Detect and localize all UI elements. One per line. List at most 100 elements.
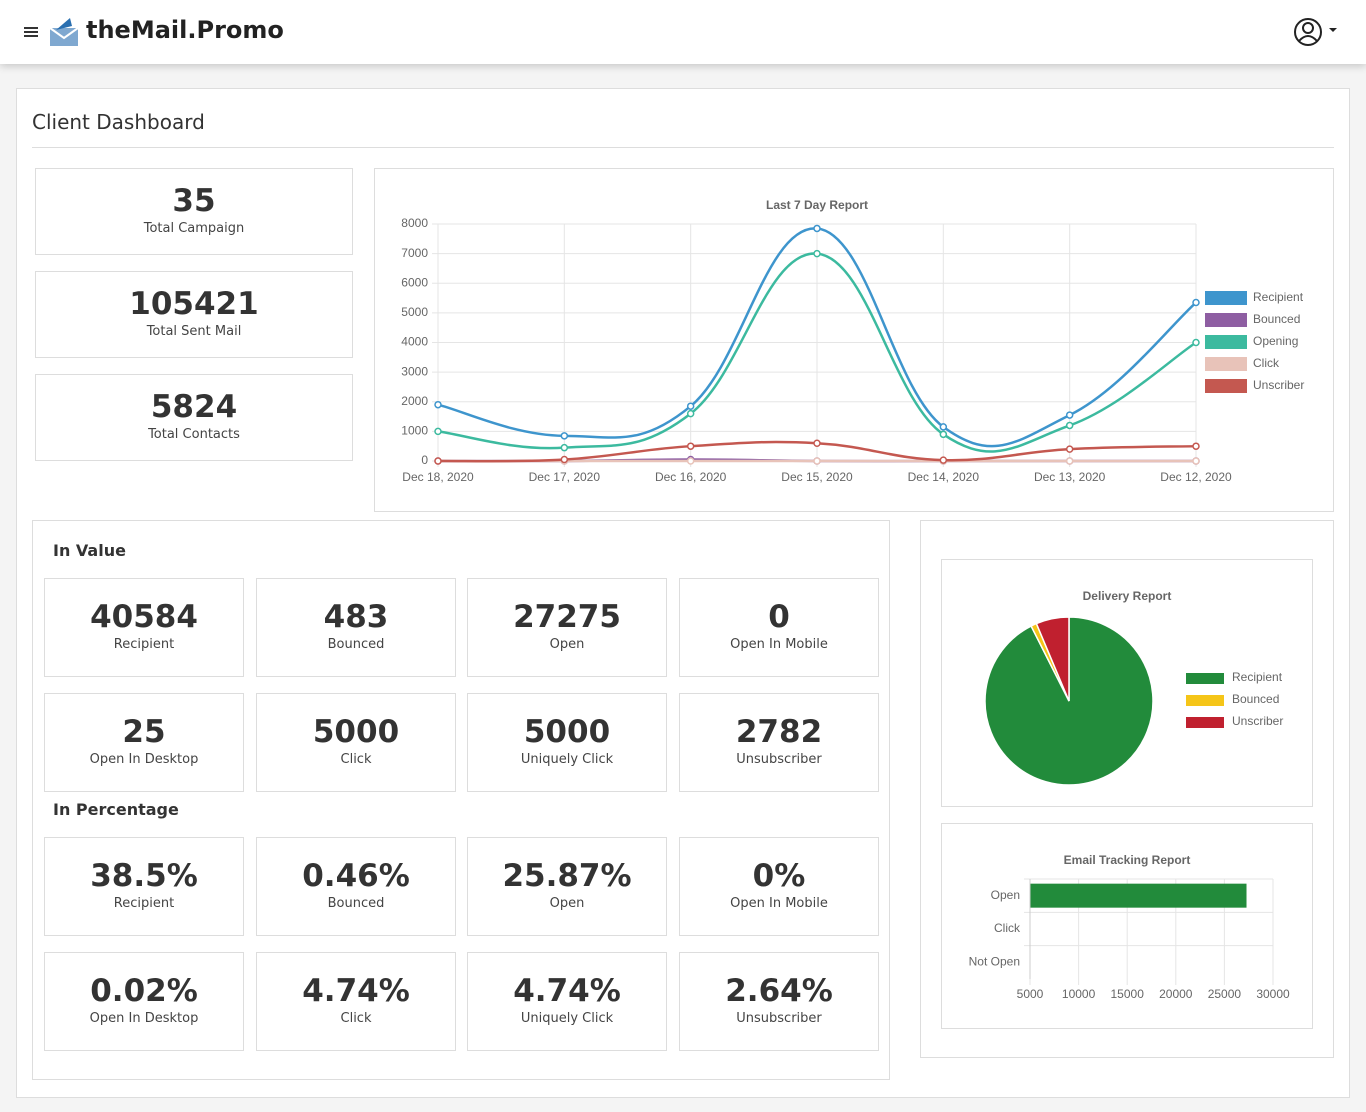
stat-value: 0%	[752, 858, 806, 894]
stat-label: Open In Desktop	[89, 1011, 199, 1026]
summary-card: 5824 Total Contacts	[35, 374, 353, 461]
legend-label: Click	[1253, 356, 1280, 370]
stat-card: 5000 Uniquely Click	[467, 693, 667, 792]
point	[686, 442, 695, 450]
stat-label: Open In Mobile	[730, 896, 828, 911]
stat-card: 5000 Click	[256, 693, 456, 792]
stat-card: 0% Open In Mobile	[679, 837, 879, 936]
chart-title: Email Tracking Report	[1064, 853, 1191, 867]
summary-value: 35	[172, 183, 216, 219]
y-tick-label: 1000	[401, 424, 428, 438]
stat-card: 25 Open In Desktop	[44, 693, 244, 792]
summary-value: 5824	[150, 389, 238, 425]
chart-title: Delivery Report	[1083, 589, 1172, 603]
stat-value: 5000	[312, 714, 400, 750]
legend-label: Recipient	[1232, 670, 1283, 684]
stat-value: 40584	[90, 599, 198, 635]
summary-card: 105421 Total Sent Mail	[35, 271, 353, 358]
legend-swatch	[1186, 673, 1224, 684]
pie-card: Delivery Report Recipient Bounced Unscriber	[941, 559, 1313, 807]
point	[813, 439, 821, 447]
x-tick-label: Dec 14, 2020	[908, 470, 980, 484]
stat-card: 0 Open In Mobile	[679, 578, 879, 677]
legend-label: Bounced	[1232, 692, 1279, 706]
summary-label: Total Contacts	[148, 427, 240, 442]
y-tick-label: 7000	[401, 246, 428, 260]
legend-label: Opening	[1253, 334, 1298, 348]
divider	[32, 147, 1334, 148]
user-menu[interactable]	[1292, 17, 1340, 49]
y-tick-label: Click	[994, 921, 1021, 935]
stat-label: Recipient	[113, 637, 175, 652]
summary-label: Total Sent Mail	[146, 324, 242, 339]
summary-card: 35 Total Campaign	[35, 168, 353, 255]
stat-label: Unsubscriber	[736, 1011, 822, 1026]
point	[560, 432, 569, 440]
point	[939, 456, 948, 464]
point	[434, 457, 442, 465]
stat-card: 2782 Unsubscriber	[679, 693, 879, 792]
point	[813, 249, 821, 258]
pie-slice	[1035, 616, 1070, 702]
stat-label: Open In Desktop	[89, 752, 199, 767]
legend-label: Bounced	[1253, 312, 1300, 326]
logo	[49, 18, 79, 46]
point	[1192, 338, 1200, 347]
stat-label: Unsubscriber	[736, 752, 822, 767]
legend-swatch	[1205, 313, 1247, 327]
point	[813, 224, 821, 233]
legend-swatch	[1205, 291, 1247, 305]
stat-value: 0	[768, 599, 790, 635]
y-tick-label: 6000	[401, 275, 428, 289]
y-tick-label: 8000	[401, 216, 428, 230]
stat-label: Click	[340, 752, 372, 767]
stat-label: Bounced	[327, 896, 385, 911]
stat-label: Recipient	[113, 896, 175, 911]
stat-value: 2.64%	[725, 973, 833, 1009]
legend-label: Unscriber	[1232, 714, 1283, 728]
line-card: Last 7 Day Report 0 1000 2000 3000 4000 5000 60…	[374, 168, 1334, 512]
stat-value: 4.74%	[513, 973, 621, 1009]
stat-value: 5000	[523, 714, 611, 750]
point	[939, 423, 948, 431]
x-tick-label: Dec 16, 2020	[655, 470, 727, 484]
header: theMail.Promo	[0, 0, 1366, 64]
legend-swatch	[1186, 717, 1224, 728]
stat-label: Uniquely Click	[520, 752, 614, 767]
menu-button[interactable]	[24, 26, 40, 40]
bar-card: Email Tracking Report 5000 10000 15000 20000…	[941, 823, 1313, 1029]
x-tick-label: 25000	[1208, 987, 1242, 1001]
y-tick-label: 3000	[401, 364, 428, 378]
x-tick-label: 10000	[1062, 987, 1096, 1001]
stat-value: 2782	[735, 714, 823, 750]
stat-value: 27275	[513, 599, 621, 635]
point	[1065, 421, 1074, 430]
x-tick-label: Dec 13, 2020	[1034, 470, 1106, 484]
y-tick-label: Open	[991, 888, 1020, 902]
legend-swatch	[1186, 695, 1224, 706]
point	[1065, 457, 1074, 465]
point	[560, 455, 569, 464]
section-heading: In Percentage	[53, 800, 179, 819]
x-tick-label: 15000	[1111, 987, 1145, 1001]
stat-card: 0.46% Bounced	[256, 837, 456, 936]
stat-value: 0.46%	[302, 858, 410, 894]
stat-card: 38.5% Recipient	[44, 837, 244, 936]
x-tick-label: Dec 17, 2020	[529, 470, 601, 484]
point	[686, 402, 695, 410]
y-tick-label: Not Open	[969, 955, 1020, 969]
stat-value: 483	[323, 599, 389, 635]
legend-swatch	[1205, 379, 1247, 393]
stat-label: Click	[340, 1011, 372, 1026]
pie-chart: Delivery Report Recipient Bounced Unscriber	[984, 589, 1283, 786]
legend-swatch	[1205, 335, 1247, 349]
legend-label: Recipient	[1253, 290, 1304, 304]
page-title: Client Dashboard	[32, 110, 205, 134]
line-chart: Last 7 Day Report 0 1000 2000 3000 4000 5000 60…	[401, 198, 1304, 484]
stat-value: 4.74%	[302, 973, 410, 1009]
point	[434, 400, 442, 409]
point	[686, 457, 695, 465]
stat-value: 38.5%	[90, 858, 198, 894]
brand: theMail.Promo	[86, 16, 284, 44]
point	[813, 457, 821, 465]
